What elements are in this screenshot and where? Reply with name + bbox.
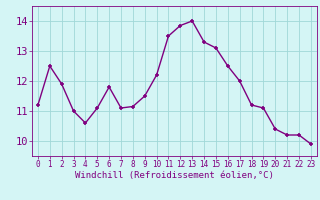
X-axis label: Windchill (Refroidissement éolien,°C): Windchill (Refroidissement éolien,°C) [75,171,274,180]
